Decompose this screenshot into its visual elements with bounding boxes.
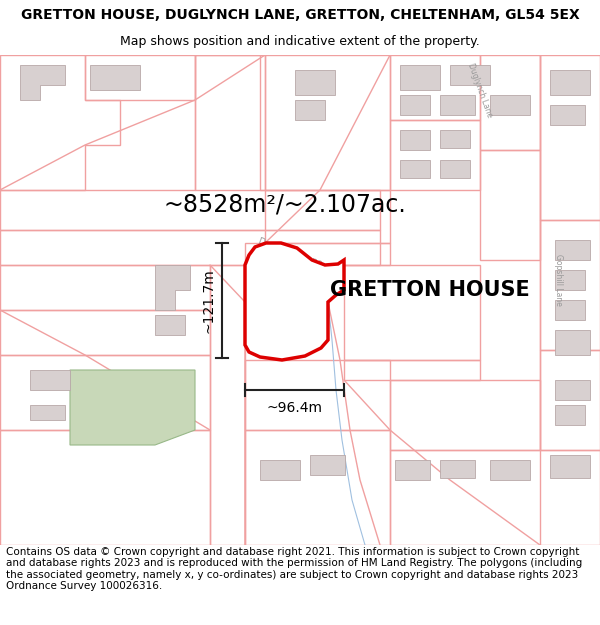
Polygon shape bbox=[550, 105, 585, 125]
Polygon shape bbox=[555, 405, 585, 425]
Text: ~8528m²/~2.107ac.: ~8528m²/~2.107ac. bbox=[164, 193, 406, 217]
Polygon shape bbox=[450, 65, 490, 85]
Polygon shape bbox=[555, 330, 590, 355]
Polygon shape bbox=[20, 65, 65, 100]
Polygon shape bbox=[70, 370, 195, 445]
Polygon shape bbox=[555, 380, 590, 400]
Polygon shape bbox=[400, 130, 430, 150]
Polygon shape bbox=[400, 95, 430, 115]
Polygon shape bbox=[440, 460, 475, 478]
Polygon shape bbox=[155, 315, 185, 335]
Polygon shape bbox=[440, 95, 475, 115]
Polygon shape bbox=[440, 160, 470, 178]
Polygon shape bbox=[550, 70, 590, 95]
Polygon shape bbox=[90, 65, 140, 90]
Text: Contains OS data © Crown copyright and database right 2021. This information is : Contains OS data © Crown copyright and d… bbox=[6, 547, 582, 591]
Polygon shape bbox=[400, 65, 440, 90]
Text: GRETTON HOUSE: GRETTON HOUSE bbox=[330, 280, 530, 300]
Text: Gopshill Lane: Gopshill Lane bbox=[554, 254, 563, 306]
Polygon shape bbox=[555, 240, 590, 260]
Polygon shape bbox=[260, 460, 300, 480]
Polygon shape bbox=[555, 300, 585, 320]
Polygon shape bbox=[310, 455, 345, 475]
Polygon shape bbox=[295, 100, 325, 120]
Polygon shape bbox=[400, 160, 430, 178]
Polygon shape bbox=[555, 270, 585, 290]
Text: Duglynch Lane: Duglynch Lane bbox=[466, 62, 494, 118]
Polygon shape bbox=[490, 95, 530, 115]
Text: ~96.4m: ~96.4m bbox=[266, 401, 323, 415]
Text: ~121.7m: ~121.7m bbox=[201, 268, 215, 333]
Polygon shape bbox=[295, 70, 335, 95]
Polygon shape bbox=[440, 130, 470, 148]
Polygon shape bbox=[245, 243, 344, 360]
Polygon shape bbox=[490, 460, 530, 480]
Polygon shape bbox=[395, 460, 430, 480]
Polygon shape bbox=[550, 455, 590, 478]
Text: Duglynch Lane: Duglynch Lane bbox=[257, 236, 323, 268]
Polygon shape bbox=[30, 405, 65, 420]
Polygon shape bbox=[155, 265, 190, 310]
Text: GRETTON HOUSE, DUGLYNCH LANE, GRETTON, CHELTENHAM, GL54 5EX: GRETTON HOUSE, DUGLYNCH LANE, GRETTON, C… bbox=[20, 8, 580, 22]
Polygon shape bbox=[30, 370, 70, 390]
Text: Map shows position and indicative extent of the property.: Map shows position and indicative extent… bbox=[120, 35, 480, 48]
